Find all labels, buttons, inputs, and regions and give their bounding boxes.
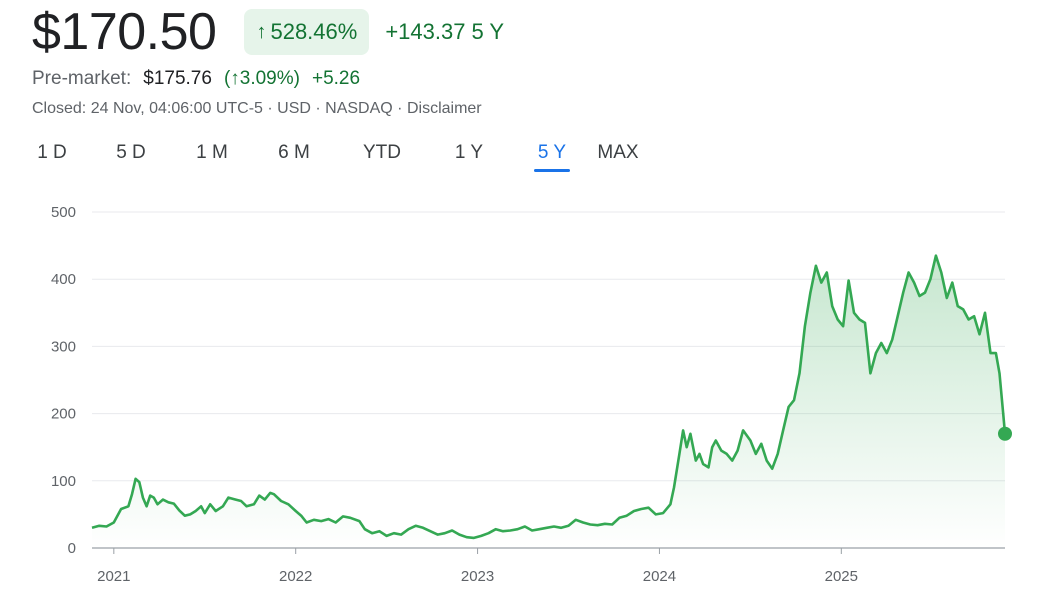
tab-5d[interactable]: 5 D: [116, 142, 146, 163]
price-row: $170.50 ↑ 528.46% +143.37 5 Y: [32, 4, 504, 60]
tab-ytd[interactable]: YTD: [363, 142, 401, 163]
change-percent-badge: ↑ 528.46%: [244, 9, 370, 55]
y-tick-label: 400: [51, 271, 76, 288]
tab-1m[interactable]: 1 M: [196, 142, 228, 163]
current-price: $170.50: [32, 3, 217, 61]
price-area: [92, 255, 1005, 548]
y-tick-label: 200: [51, 406, 76, 423]
x-tick-label: 2022: [279, 568, 312, 585]
tab-1y[interactable]: 1 Y: [454, 142, 484, 163]
arrow-up-icon: ↑: [256, 20, 267, 43]
price-line: [91, 254, 1007, 540]
y-axis: 0 100 200 300 400 500: [51, 204, 76, 557]
x-axis: 2021 2022 2023 2024 2025: [97, 548, 858, 585]
x-tick-label: 2024: [643, 568, 676, 585]
change-absolute: +143.37 5 Y: [385, 19, 504, 45]
y-tick-label: 500: [51, 204, 76, 221]
change-period: 5 Y: [471, 19, 505, 44]
price-chart[interactable]: 0 100 200 300 400 500 2021 2022 2023 2024 2025: [0, 190, 1042, 592]
premarket-absolute: +5.26: [311, 68, 361, 89]
x-tick-label: 2025: [825, 568, 858, 585]
currency: USD: [263, 100, 311, 117]
premarket-row: Pre-market: $175.76 (↑3.09%) +5.26: [32, 68, 360, 90]
premarket-label: Pre-market:: [32, 68, 132, 89]
tab-6m[interactable]: 6 M: [278, 142, 310, 163]
tab-5y[interactable]: 5 Y: [534, 138, 570, 172]
y-tick-label: 0: [68, 540, 76, 557]
y-tick-label: 100: [51, 473, 76, 490]
y-tick-label: 300: [51, 338, 76, 355]
x-tick-label: 2023: [461, 568, 494, 585]
current-price-marker: [998, 426, 1012, 441]
premarket-percent: (↑3.09%): [223, 68, 300, 89]
change-percent: 528.46%: [270, 19, 358, 44]
disclaimer-link[interactable]: Disclaimer: [393, 100, 482, 117]
change-absolute-value: +143.37: [385, 19, 466, 44]
closed-time: Closed: 24 Nov, 04:06:00 UTC-5: [32, 100, 263, 117]
x-tick-label: 2021: [97, 568, 130, 585]
tab-max[interactable]: MAX: [597, 142, 639, 163]
exchange: NASDAQ: [311, 100, 393, 117]
time-range-tabs: 1 D 5 D 1 M 6 M YTD 1 Y 5 Y MAX: [34, 138, 642, 172]
tab-1d[interactable]: 1 D: [37, 142, 67, 163]
premarket-price: $175.76: [143, 68, 212, 89]
market-status-row: Closed: 24 Nov, 04:06:00 UTC-5USDNASDAQD…: [32, 100, 482, 118]
